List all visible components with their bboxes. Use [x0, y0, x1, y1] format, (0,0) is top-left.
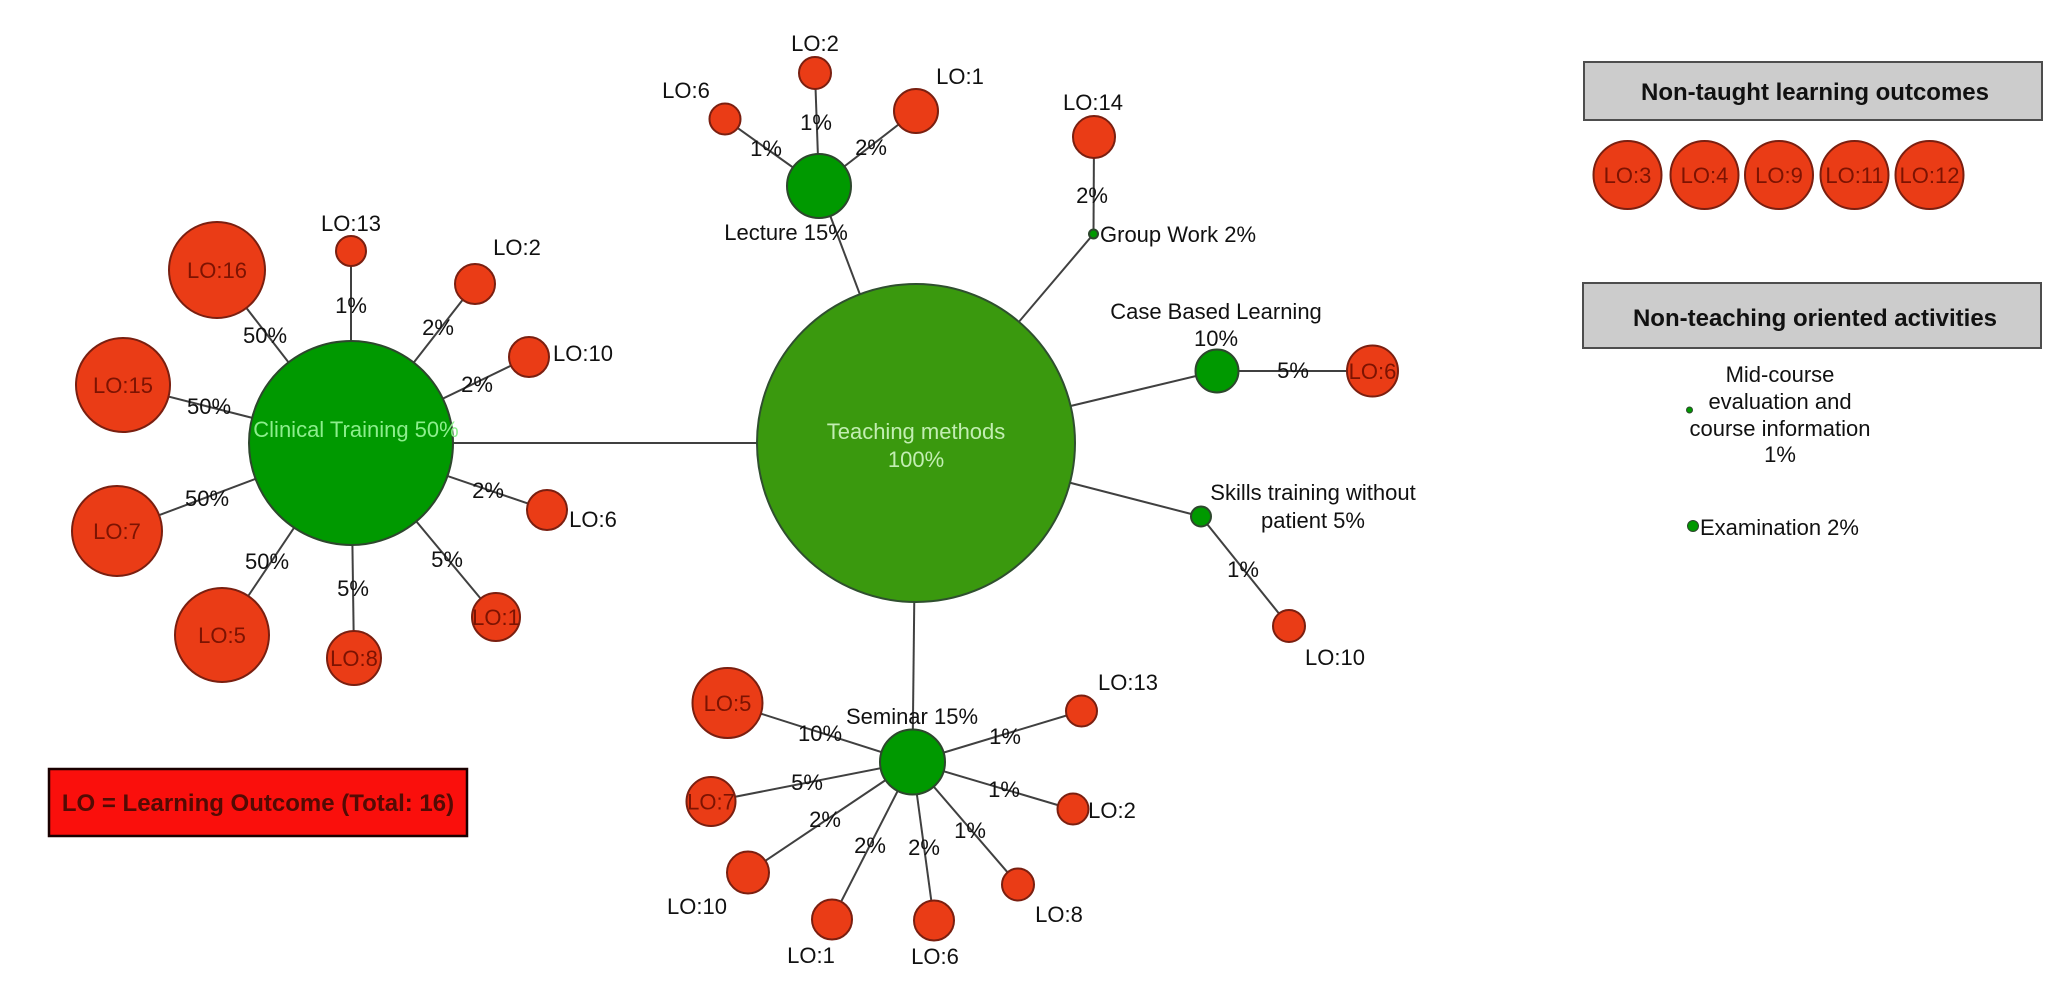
- svg-text:patient 5%: patient 5%: [1261, 508, 1365, 533]
- svg-text:LO:6: LO:6: [569, 507, 617, 532]
- svg-text:LO:10: LO:10: [667, 894, 727, 919]
- svg-text:LO:7: LO:7: [93, 519, 141, 544]
- svg-text:LO:14: LO:14: [1063, 90, 1123, 115]
- svg-text:50%: 50%: [243, 323, 287, 348]
- svg-text:LO:5: LO:5: [704, 691, 752, 716]
- svg-text:LO:13: LO:13: [1098, 670, 1158, 695]
- svg-text:evaluation and: evaluation and: [1708, 389, 1851, 414]
- svg-text:LO:5: LO:5: [198, 623, 246, 648]
- svg-text:Mid-course: Mid-course: [1726, 362, 1835, 387]
- svg-text:1%: 1%: [954, 818, 986, 843]
- svg-text:50%: 50%: [245, 549, 289, 574]
- svg-text:2%: 2%: [908, 835, 940, 860]
- svg-text:1%: 1%: [988, 777, 1020, 802]
- svg-text:Clinical Training 50%: Clinical Training 50%: [253, 417, 458, 442]
- svg-text:5%: 5%: [791, 770, 823, 795]
- svg-text:LO:3: LO:3: [1604, 163, 1652, 188]
- svg-text:LO:1: LO:1: [472, 605, 520, 630]
- svg-text:LO:6: LO:6: [1349, 359, 1397, 384]
- svg-text:LO:11: LO:11: [1825, 163, 1883, 188]
- svg-text:LO:10: LO:10: [553, 341, 613, 366]
- svg-text:5%: 5%: [431, 547, 463, 572]
- svg-text:2%: 2%: [422, 315, 454, 340]
- svg-text:LO:7: LO:7: [687, 790, 735, 815]
- svg-text:10%: 10%: [1194, 326, 1238, 351]
- svg-text:50%: 50%: [187, 394, 231, 419]
- svg-text:50%: 50%: [185, 486, 229, 511]
- svg-text:LO:16: LO:16: [187, 258, 247, 283]
- svg-text:course information: course information: [1690, 416, 1871, 441]
- svg-text:LO:13: LO:13: [321, 211, 381, 236]
- svg-text:Skills training without: Skills training without: [1210, 480, 1415, 505]
- svg-text:Non-taught learning outcomes: Non-taught learning outcomes: [1641, 79, 1989, 106]
- svg-text:LO:1: LO:1: [936, 64, 984, 89]
- svg-text:Case Based Learning: Case Based Learning: [1110, 299, 1322, 324]
- svg-text:LO:6: LO:6: [911, 944, 959, 969]
- svg-text:2%: 2%: [855, 135, 887, 160]
- svg-text:2%: 2%: [809, 807, 841, 832]
- svg-text:2%: 2%: [461, 372, 493, 397]
- svg-text:2%: 2%: [1076, 183, 1108, 208]
- svg-text:5%: 5%: [1277, 358, 1309, 383]
- svg-text:LO:8: LO:8: [330, 646, 378, 671]
- svg-text:1%: 1%: [750, 136, 782, 161]
- svg-text:Lecture 15%: Lecture 15%: [724, 220, 848, 245]
- svg-text:1%: 1%: [800, 110, 832, 135]
- svg-text:1%: 1%: [335, 293, 367, 318]
- svg-text:LO:10: LO:10: [1305, 645, 1365, 670]
- svg-text:1%: 1%: [1764, 442, 1796, 467]
- svg-text:1%: 1%: [1227, 557, 1259, 582]
- svg-text:LO = Learning Outcome (Total:: LO = Learning Outcome (Total: 16): [62, 790, 454, 817]
- svg-text:LO:6: LO:6: [662, 78, 710, 103]
- svg-text:100%: 100%: [888, 447, 944, 472]
- svg-text:LO:8: LO:8: [1035, 902, 1083, 927]
- svg-text:Teaching methods: Teaching methods: [827, 419, 1006, 444]
- svg-text:LO:2: LO:2: [791, 31, 839, 56]
- svg-text:1%: 1%: [989, 724, 1021, 749]
- svg-text:Non-teaching oriented activiti: Non-teaching oriented activities: [1633, 305, 1997, 332]
- svg-text:2%: 2%: [854, 833, 886, 858]
- svg-text:LO:1: LO:1: [787, 943, 835, 968]
- svg-text:Group Work 2%: Group Work 2%: [1100, 222, 1256, 247]
- svg-text:2%: 2%: [472, 478, 504, 503]
- svg-text:LO:4: LO:4: [1681, 163, 1729, 188]
- svg-text:Seminar 15%: Seminar 15%: [846, 704, 978, 729]
- svg-text:LO:15: LO:15: [93, 373, 153, 398]
- svg-text:LO:2: LO:2: [1088, 798, 1136, 823]
- svg-text:Examination 2%: Examination 2%: [1700, 515, 1859, 540]
- svg-text:5%: 5%: [337, 576, 369, 601]
- svg-text:LO:9: LO:9: [1755, 163, 1803, 188]
- svg-text:LO:2: LO:2: [493, 235, 541, 260]
- svg-text:10%: 10%: [798, 721, 842, 746]
- svg-text:LO:12: LO:12: [1900, 163, 1960, 188]
